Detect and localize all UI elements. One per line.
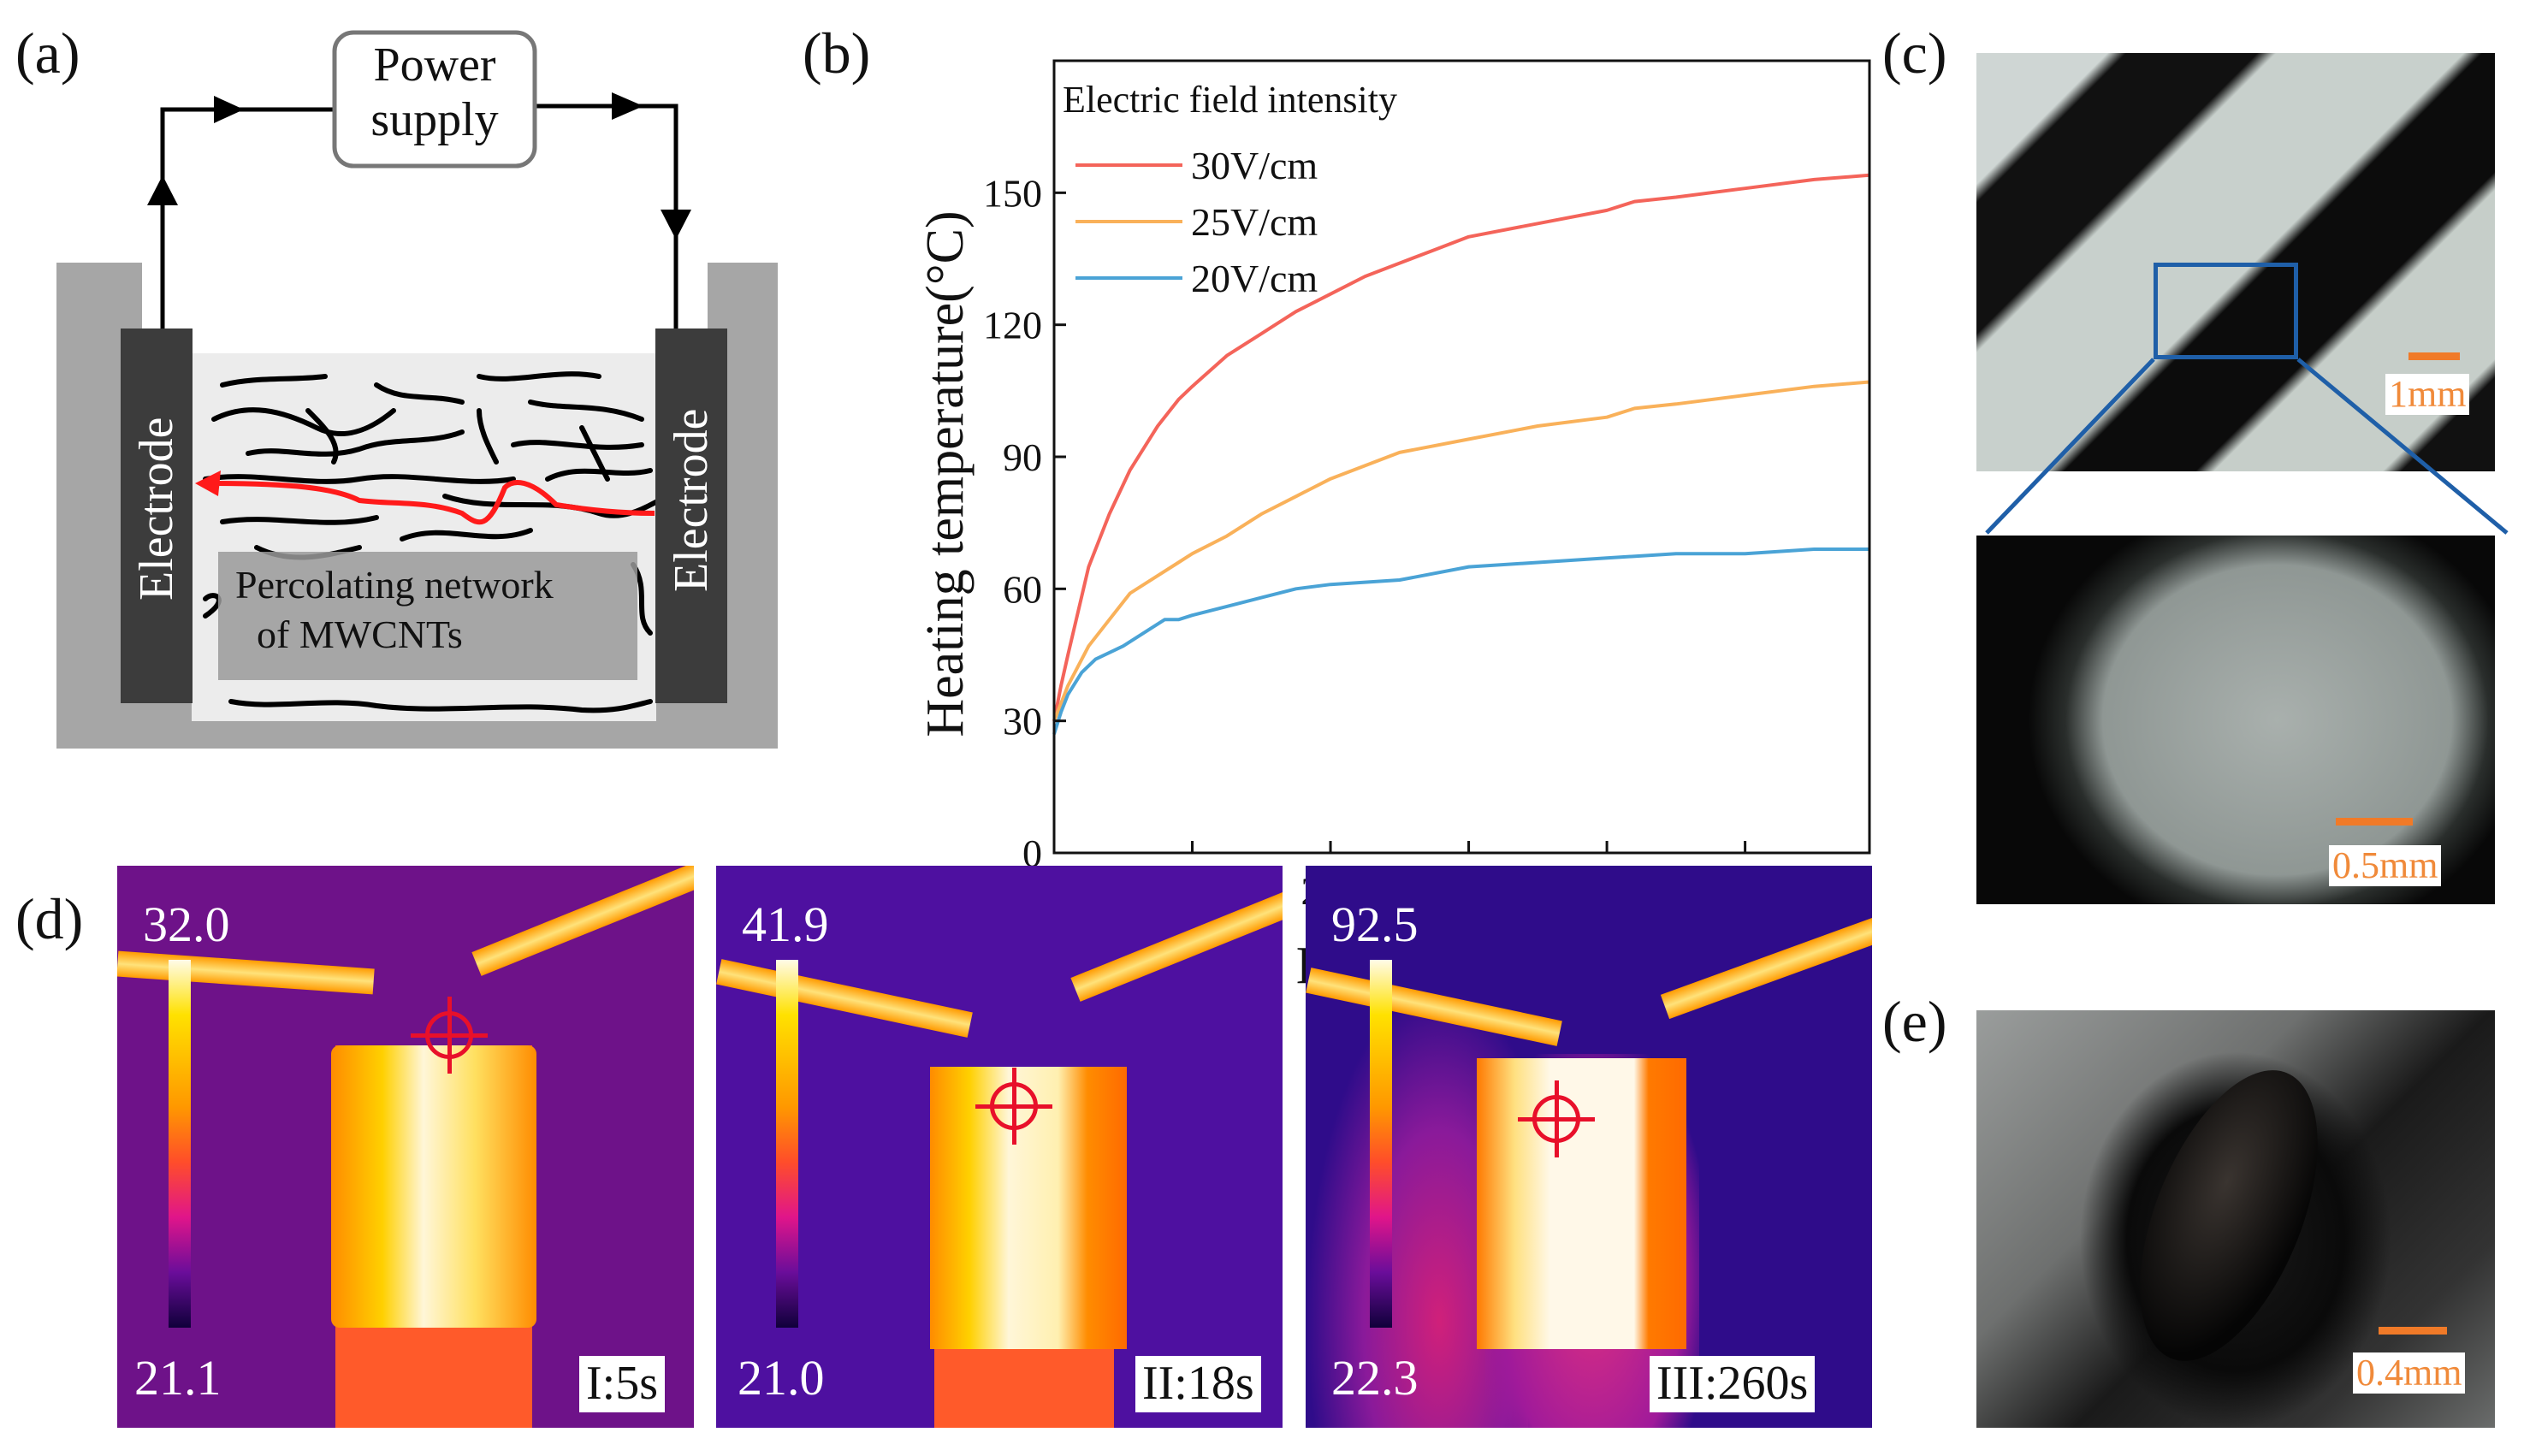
color-scale-bar (169, 960, 191, 1328)
crosshair-icon (1518, 1080, 1595, 1157)
cnt-network (203, 371, 661, 713)
scale-label-e: 0.4mm (2353, 1352, 2466, 1394)
scale-label-top: 1mm (2385, 373, 2470, 416)
conduction-path (204, 480, 655, 525)
arrow-right-icon (214, 96, 244, 123)
circuit-diagram (56, 30, 778, 749)
legend-label: 25V/cm (1191, 200, 1318, 244)
scale-bar-top (2408, 352, 2460, 360)
time-label: III:260s (1650, 1356, 1816, 1412)
electrode-left (121, 328, 193, 703)
crosshair-icon (411, 997, 488, 1074)
network-label: Percolating network of MWCNTs (235, 560, 554, 660)
legend-label: 20V/cm (1191, 257, 1318, 300)
arrow-up-icon (147, 175, 178, 205)
max-temperature: 32.0 (143, 897, 230, 952)
time-label: II:18s (1135, 1356, 1261, 1412)
conduction-arrow-icon (195, 471, 221, 496)
micrograph-top: 1mm (1976, 53, 2495, 471)
power-supply-line1: Power (373, 38, 496, 92)
power-supply-line2: supply (370, 93, 499, 146)
thermal-image-3: 92.5 22.3 III:260s (1306, 866, 1872, 1428)
y-tick-label: 150 (983, 171, 1042, 215)
max-temperature: 92.5 (1331, 897, 1419, 952)
color-scale-bar (1370, 960, 1392, 1328)
legend-label: 30V/cm (1191, 144, 1318, 187)
y-axis-title: Heating temperature(°C) (916, 210, 975, 737)
legend-title: Electric field intensity (1063, 79, 1397, 121)
y-tick-label: 0 (1022, 832, 1042, 875)
min-temperature: 21.1 (134, 1350, 222, 1406)
network-label-line1: Percolating network (235, 563, 554, 607)
color-scale-bar (776, 960, 798, 1328)
scale-label-bottom: 0.5mm (2329, 844, 2442, 887)
panel-c-label: (c) (1882, 21, 1947, 86)
series-line-20Vcm (1052, 547, 1869, 735)
scale-bar-bottom (2336, 818, 2413, 826)
min-temperature: 21.0 (738, 1350, 825, 1406)
series-line-30Vcm (1052, 173, 1870, 722)
panel-a-label: (a) (15, 21, 80, 86)
power-supply-box (332, 30, 537, 169)
y-tick-label: 60 (1003, 567, 1042, 611)
power-supply-label: Power supply (335, 38, 535, 147)
y-tick-label: 30 (1003, 700, 1042, 743)
panel-d-label: (d) (15, 886, 84, 951)
micrograph-e: 0.4mm (1976, 1010, 2495, 1428)
panel-e-label: (e) (1882, 989, 1947, 1054)
thermal-image-1: 32.0 21.1 I:5s (117, 866, 694, 1428)
min-temperature: 22.3 (1331, 1350, 1419, 1406)
network-label-line2: of MWCNTs (257, 613, 463, 656)
thermal-image-2: 41.9 21.0 II:18s (716, 866, 1283, 1428)
electrode-right (655, 328, 727, 703)
zoom-region-box (2154, 263, 2298, 359)
scale-bar-e (2379, 1327, 2447, 1335)
network-label-box (218, 552, 637, 680)
max-temperature: 41.9 (742, 897, 829, 952)
y-tick-label: 90 (1003, 435, 1042, 479)
arrow-right-icon (612, 92, 643, 120)
y-tick-label: 120 (983, 304, 1042, 347)
series-line-25Vcm (1052, 380, 1870, 722)
panel-b-label: (b) (803, 21, 871, 86)
time-label: I:5s (579, 1356, 665, 1412)
micrograph-bottom: 0.5mm (1976, 536, 2495, 904)
crosshair-icon (975, 1068, 1052, 1145)
arrow-down-icon (661, 210, 691, 240)
